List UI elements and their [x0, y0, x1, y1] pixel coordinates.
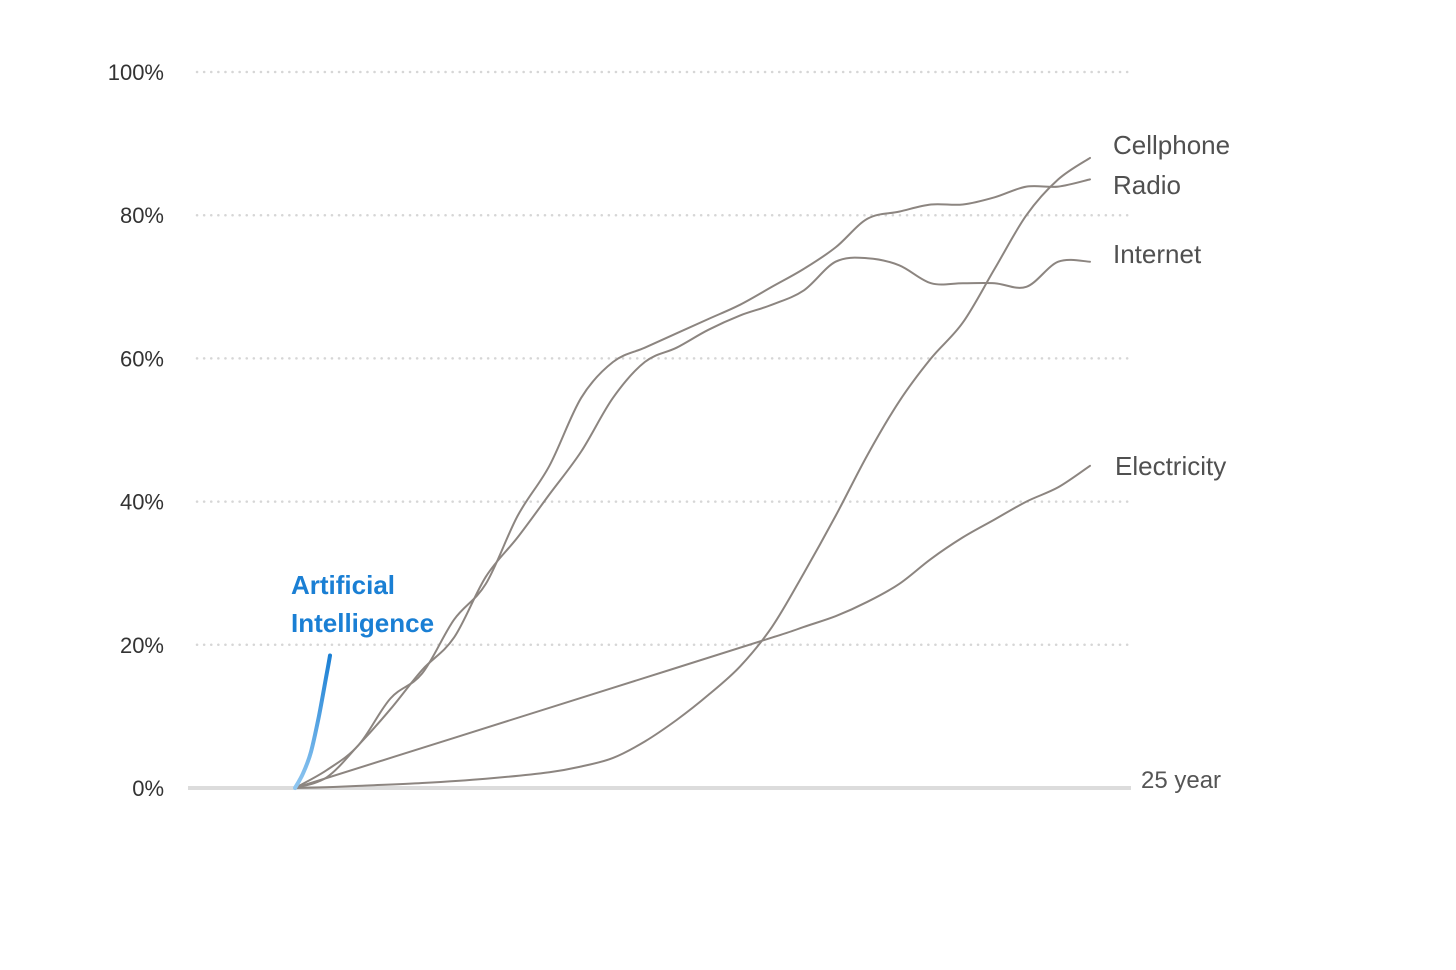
series-label-ai-line2: Intelligence	[291, 608, 434, 638]
series-lines	[293, 156, 1091, 790]
series-label-ai-line1: Artificial	[291, 570, 395, 600]
y-tick-label: 20%	[120, 633, 164, 658]
series-line-radio	[294, 178, 1091, 789]
y-tick-label: 60%	[120, 346, 164, 371]
series-label-radio: Radio	[1113, 170, 1181, 200]
series-line-artificial-intelligence	[293, 653, 332, 790]
series-line-internet	[294, 256, 1091, 789]
y-tick-label: 100%	[108, 60, 164, 85]
y-tick-label: 40%	[120, 490, 164, 515]
series-line-cellphone	[294, 156, 1091, 789]
x-axis-end-label: 25 year	[1141, 767, 1221, 794]
series-label-cellphone: Cellphone	[1113, 130, 1230, 160]
series-label-internet: Internet	[1113, 239, 1202, 269]
series-label-electricity: Electricity	[1115, 451, 1226, 481]
y-tick-label: 80%	[120, 203, 164, 228]
y-axis-tick-labels: 0% 20% 40% 60% 80% 100%	[108, 60, 164, 801]
gridlines	[195, 70, 1132, 647]
y-tick-label: 0%	[132, 776, 164, 801]
series-line-electricity	[294, 464, 1091, 789]
